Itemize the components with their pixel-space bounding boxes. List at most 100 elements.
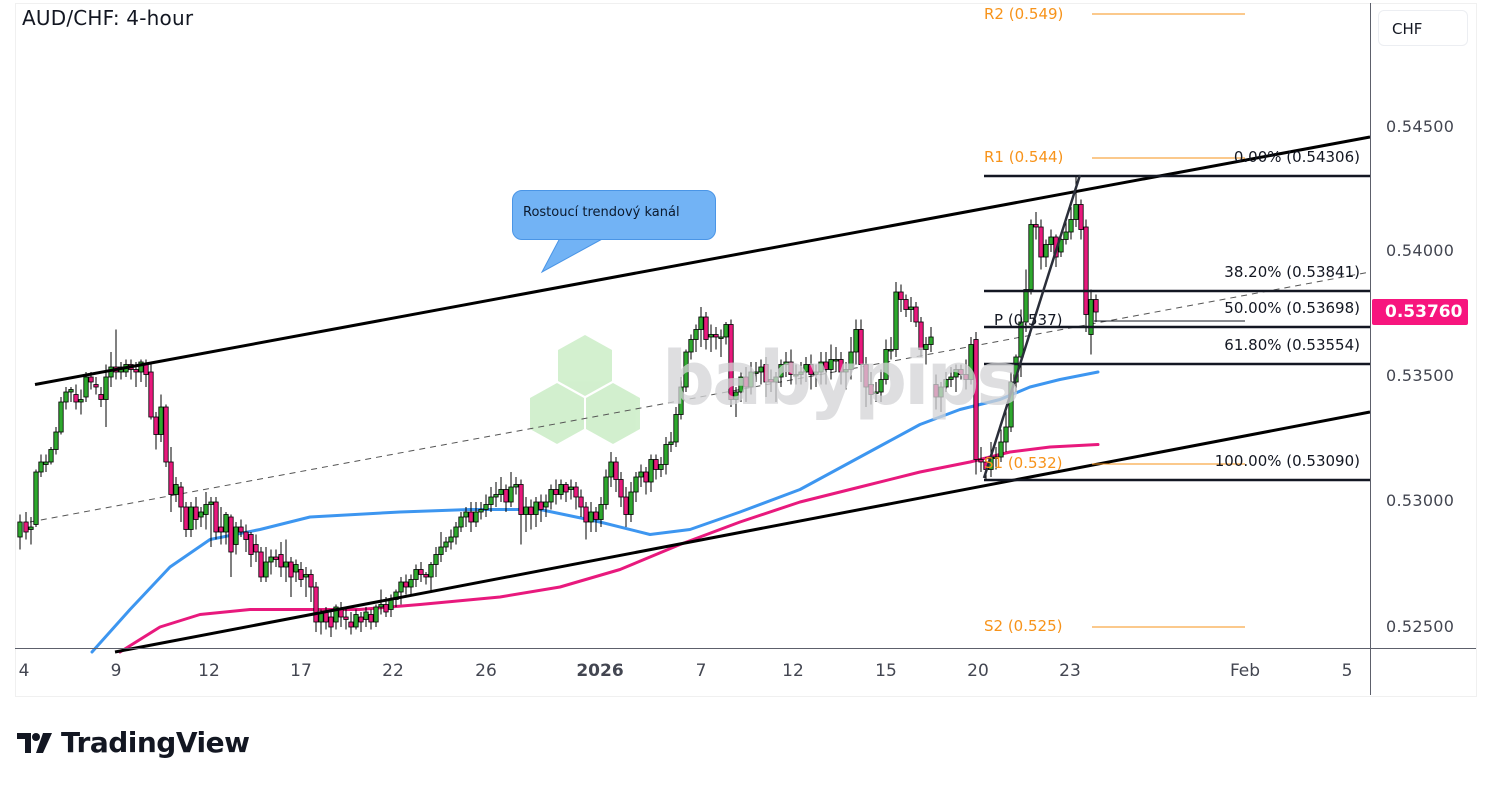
candle xyxy=(598,497,604,527)
candle xyxy=(398,577,404,605)
candle xyxy=(423,572,429,585)
candle xyxy=(203,492,209,530)
candle xyxy=(128,359,134,380)
pivot-label: S2 (0.525) xyxy=(984,617,1063,635)
date-tick: 22 xyxy=(382,661,404,681)
candle xyxy=(268,549,274,575)
candle xyxy=(563,482,569,502)
price-tick: 0.52500 xyxy=(1386,617,1455,636)
callout-tail xyxy=(540,237,605,274)
candle xyxy=(583,502,589,540)
candle xyxy=(823,352,829,385)
candle xyxy=(693,324,699,352)
price-axis-border xyxy=(1370,3,1371,695)
candle xyxy=(778,359,784,387)
watermark-text: babypips xyxy=(662,336,1020,422)
candle xyxy=(508,472,514,507)
fib-swing-line[interactable] xyxy=(982,174,1082,479)
candle xyxy=(998,429,1004,462)
candle xyxy=(1033,212,1039,240)
candle xyxy=(98,387,104,407)
candle xyxy=(768,369,774,392)
candle xyxy=(538,494,544,522)
candle xyxy=(168,447,174,512)
candle xyxy=(248,532,254,567)
candle xyxy=(263,547,269,582)
trend-channel-callout[interactable]: Rostoucí trendový kanál xyxy=(512,190,716,240)
candle xyxy=(628,482,634,522)
fib-level-label: 100.00% (0.53090) xyxy=(1214,452,1360,470)
candle xyxy=(853,319,859,365)
candle xyxy=(233,522,239,555)
tradingview-branding[interactable]: TradingView xyxy=(17,726,250,759)
candle xyxy=(658,457,664,477)
candle xyxy=(148,364,154,420)
candle xyxy=(903,294,909,317)
candle xyxy=(198,507,204,527)
currency-button[interactable]: CHF xyxy=(1378,10,1468,46)
fibonacci-lines[interactable] xyxy=(984,174,1370,482)
price-tick: 0.54000 xyxy=(1386,241,1455,260)
candle xyxy=(448,529,454,550)
date-tick: 12 xyxy=(198,661,220,681)
candle xyxy=(298,562,304,587)
candle xyxy=(863,357,869,407)
candle xyxy=(43,454,49,472)
candle xyxy=(743,367,749,402)
candle xyxy=(633,472,639,502)
candle xyxy=(773,372,779,402)
candle xyxy=(278,542,284,577)
candle xyxy=(1043,239,1049,267)
moving-averages xyxy=(90,370,1100,654)
candle xyxy=(958,364,964,380)
channel-midline[interactable] xyxy=(29,271,1371,523)
candle xyxy=(38,454,44,477)
candle xyxy=(793,364,799,385)
candle xyxy=(908,297,914,322)
candle xyxy=(28,517,34,545)
candle xyxy=(348,612,354,635)
candle xyxy=(413,564,419,587)
candle xyxy=(918,317,924,357)
candle xyxy=(118,362,124,380)
channel-upper-line[interactable] xyxy=(34,135,1371,386)
candle xyxy=(573,482,579,510)
pivot-label: R1 (0.544) xyxy=(984,148,1064,166)
candle xyxy=(368,609,374,630)
candle xyxy=(848,337,854,380)
candle xyxy=(883,339,889,385)
date-tick: 17 xyxy=(290,661,312,681)
candle xyxy=(288,557,294,597)
price-tick: 0.54500 xyxy=(1386,117,1455,136)
channel-lower-line[interactable] xyxy=(114,410,1371,654)
candle xyxy=(818,352,824,385)
candle xyxy=(243,524,249,552)
candle xyxy=(468,502,474,532)
candle xyxy=(638,464,644,487)
candle xyxy=(528,499,534,530)
candle xyxy=(373,604,379,627)
trend-channel[interactable] xyxy=(34,135,1371,654)
candle xyxy=(308,569,314,602)
candle xyxy=(938,382,944,412)
candle xyxy=(498,477,504,502)
candle xyxy=(343,607,349,630)
candle xyxy=(338,602,344,627)
candle xyxy=(503,484,509,512)
candle xyxy=(273,549,279,567)
candle xyxy=(608,452,614,487)
candle xyxy=(163,404,169,467)
candle xyxy=(568,479,574,500)
fib-level-label: 61.80% (0.53554) xyxy=(1224,336,1360,354)
pivot-lines[interactable] xyxy=(1092,13,1245,628)
candle xyxy=(1068,207,1074,240)
candle xyxy=(328,609,334,637)
candle xyxy=(313,582,319,632)
candle xyxy=(228,514,234,577)
candle xyxy=(668,432,674,452)
ma-slow-line xyxy=(118,443,1100,654)
fib-level-label: 0.00% (0.54306) xyxy=(1233,148,1360,166)
date-tick: 4 xyxy=(18,661,30,681)
chart-frame xyxy=(15,3,1477,697)
